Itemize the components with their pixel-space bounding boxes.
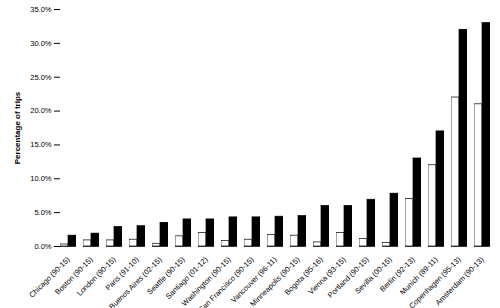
svg-text:30.0%: 30.0% xyxy=(30,39,52,48)
svg-text:15.0%: 15.0% xyxy=(30,140,52,149)
svg-text:20.0%: 20.0% xyxy=(30,106,52,115)
svg-text:0.0%: 0.0% xyxy=(34,242,51,251)
svg-text:5.0%: 5.0% xyxy=(34,208,51,217)
svg-text:Chicago (90-15): Chicago (90-15) xyxy=(27,255,72,300)
svg-text:Amsterdam (90-13): Amsterdam (90-13) xyxy=(434,255,486,307)
svg-text:Munich (89-11): Munich (89-11) xyxy=(398,255,440,297)
svg-text:Bogota (95-16): Bogota (95-16) xyxy=(283,255,325,297)
svg-text:Santiago (01-12): Santiago (01-12) xyxy=(163,255,210,301)
svg-text:Boston (90-15): Boston (90-15) xyxy=(53,255,95,297)
svg-text:Seattle (90-15): Seattle (90-15) xyxy=(145,255,187,297)
svg-text:10.0%: 10.0% xyxy=(30,174,52,183)
svg-text:35.0%: 35.0% xyxy=(30,5,52,14)
svg-text:London (90-15): London (90-15) xyxy=(75,255,118,298)
svg-text:Paris (91-10): Paris (91-10) xyxy=(103,255,141,293)
svg-text:Berlin (92-13): Berlin (92-13) xyxy=(378,255,417,294)
svg-text:Vancouver (96-11): Vancouver (96-11) xyxy=(229,255,279,305)
svg-text:Sevilla (00-15): Sevilla (00-15) xyxy=(353,255,394,296)
svg-text:Portland (90-15): Portland (90-15) xyxy=(325,255,371,300)
svg-text:Percentage of trips: Percentage of trips xyxy=(13,91,22,164)
svg-text:Washington (90-15): Washington (90-15) xyxy=(179,255,233,308)
svg-text:Vienna (93-15): Vienna (93-15) xyxy=(306,255,348,297)
svg-text:25.0%: 25.0% xyxy=(30,73,52,82)
